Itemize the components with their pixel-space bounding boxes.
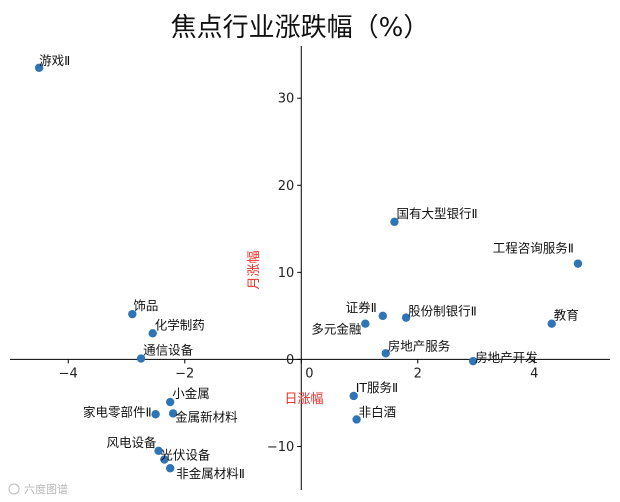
y-tick-label: 20: [278, 179, 295, 194]
data-point: [573, 259, 583, 268]
x-axis-label: 日涨幅: [284, 392, 323, 407]
data-label: 房地产开发: [475, 350, 538, 365]
data-label: IT服务Ⅱ: [356, 380, 398, 395]
data-point: [128, 309, 137, 319]
data-point: [361, 319, 370, 328]
data-label: 金属新材料: [175, 409, 238, 424]
data-point: [390, 217, 399, 227]
x-tick-label: 2: [414, 366, 422, 381]
watermark: 六度图谱: [8, 482, 68, 496]
data-point: [468, 356, 478, 366]
y-tick-label: 0: [286, 353, 294, 368]
data-label: 教育: [554, 308, 579, 323]
data-point: [165, 397, 175, 407]
data-point: [136, 354, 146, 363]
data-points: [34, 63, 583, 473]
watermark-text: 六度图谱: [24, 482, 68, 496]
data-label: 非金属材料Ⅱ: [176, 466, 245, 481]
data-label: 饰品: [133, 298, 158, 313]
y-tick-label: −10: [267, 440, 294, 455]
data-label: 国有大型银行Ⅱ: [396, 206, 477, 221]
data-point: [378, 311, 388, 321]
data-point: [151, 410, 160, 419]
y-axis-label: 月涨幅: [247, 250, 262, 289]
data-label: 房地产服务: [388, 338, 451, 353]
data-label: 化学制药: [155, 317, 205, 332]
x-tick-label: −2: [175, 366, 194, 381]
data-point: [168, 409, 178, 418]
data-point: [349, 391, 358, 401]
data-label: 证券Ⅱ: [346, 300, 377, 315]
data-point: [401, 313, 411, 322]
data-label: 通信设备: [143, 343, 194, 358]
x-tick-label: −4: [59, 366, 78, 381]
data-label: 工程咨询服务Ⅱ: [493, 241, 574, 256]
data-label: 多元金融: [311, 322, 362, 337]
data-label: 家电零部件Ⅱ: [83, 404, 152, 419]
y-tick-label: 10: [278, 266, 295, 281]
data-label: 风电设备: [107, 435, 158, 450]
data-point: [352, 415, 361, 424]
data-label: 非白酒: [359, 404, 397, 419]
axes: −4 −2 2 4 0 −10 0 10 20 30: [10, 46, 610, 490]
data-point: [154, 446, 163, 456]
data-label: 小金属: [172, 386, 210, 401]
chart-title: 焦点行业涨跌幅（%）: [171, 13, 430, 43]
x-tick-label: 0: [305, 366, 313, 381]
data-point: [381, 349, 390, 358]
data-label: 游戏Ⅱ: [39, 53, 70, 68]
data-label: 股份制银行Ⅱ: [408, 304, 477, 319]
data-point: [547, 319, 556, 328]
data-label: 光伏设备: [160, 448, 211, 463]
data-point: [148, 329, 157, 338]
y-tick-label: 30: [278, 92, 295, 107]
data-point: [34, 63, 44, 72]
data-point: [160, 455, 169, 464]
watermark-logo-icon: [8, 483, 20, 495]
x-tick-label: 4: [530, 366, 538, 381]
data-point: [165, 464, 175, 473]
